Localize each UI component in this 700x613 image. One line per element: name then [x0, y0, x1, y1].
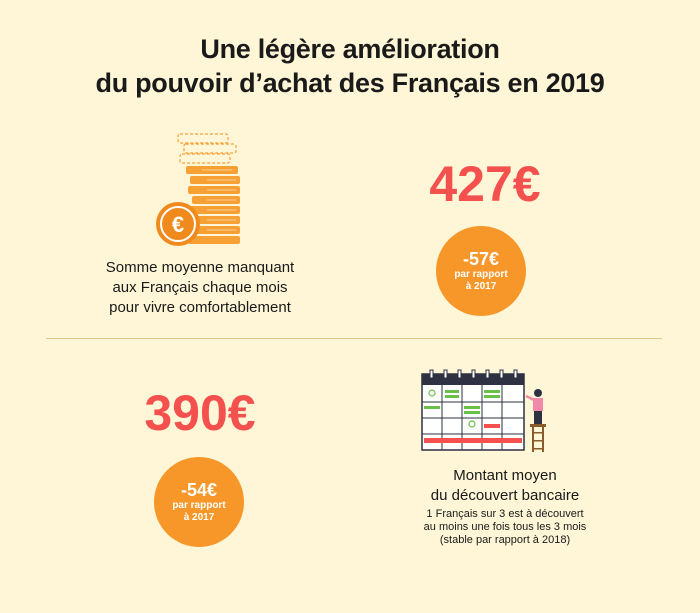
- section2-note: 1 Français sur 3 est à découvert au moin…: [360, 508, 650, 547]
- section1-description-line-2: aux Français chaque mois: [112, 279, 288, 296]
- calendar-person-icon: [421, 369, 546, 452]
- section1-description: Somme moyenne manquant aux Français chaq…: [70, 258, 330, 318]
- section2-note-line-1: 1 Français sur 3 est à découvert: [426, 508, 584, 520]
- section-divider: [46, 338, 662, 339]
- section1-description-line-3: pour vivre comfortablement: [109, 299, 291, 316]
- page-title: Une légère amélioration du pouvoir d’ach…: [0, 32, 700, 100]
- section1-amount: 427€: [429, 156, 541, 212]
- section1-badge-line-2: à 2017: [465, 281, 497, 292]
- section2-badge-line-1: par rapport: [172, 500, 226, 511]
- section2-note-line-3: (stable par rapport à 2018): [439, 534, 571, 546]
- section2-title-line-1: Montant moyen: [453, 467, 557, 484]
- svg-text:€: €: [172, 212, 184, 237]
- section1-badge-line-1: par rapport: [454, 269, 508, 280]
- section1-description-line-1: Somme moyenne manquant: [105, 259, 295, 276]
- section2-badge: -54€ par rapport à 2017: [154, 457, 244, 547]
- section2-note-line-2: au moins une fois tous les 3 mois: [423, 521, 587, 533]
- section2-title-line-2: du découvert bancaire: [430, 487, 580, 504]
- section2-amount: 390€: [144, 385, 256, 441]
- section2-badge-line-2: à 2017: [183, 512, 215, 523]
- section1-badge-value: -57€: [462, 249, 500, 269]
- section2-badge-value: -54€: [180, 480, 218, 500]
- title-line-2: du pouvoir d’achat des Français en 2019: [95, 68, 605, 98]
- title-line-1: Une légère amélioration: [200, 34, 500, 64]
- euro-coin-stack-icon: €: [156, 133, 240, 246]
- section2-title: Montant moyen du découvert bancaire: [380, 466, 630, 506]
- section1-badge: -57€ par rapport à 2017: [436, 226, 526, 316]
